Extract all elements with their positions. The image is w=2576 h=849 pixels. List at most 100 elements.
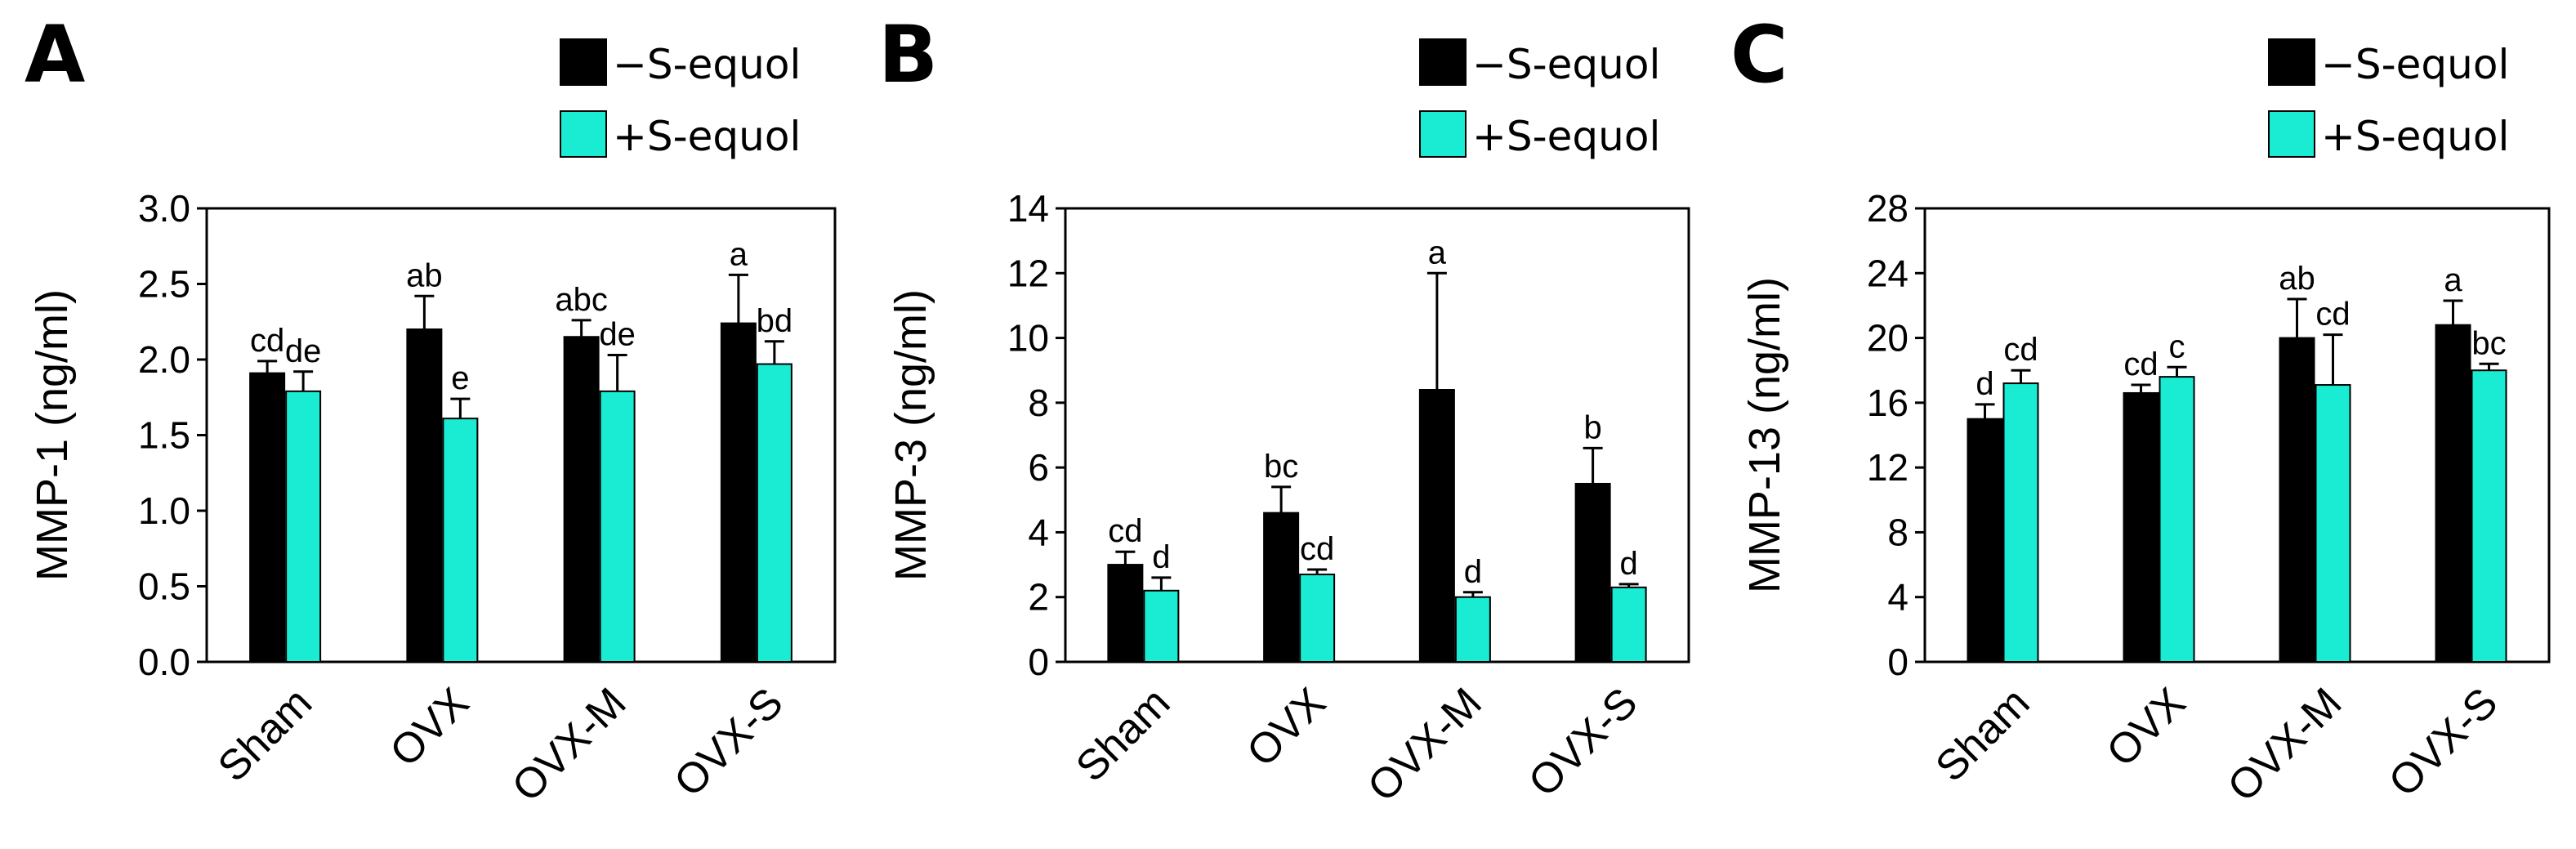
significance-label: d xyxy=(1976,366,1993,402)
significance-label: cd xyxy=(2123,346,2158,382)
y-tick-label: 10 xyxy=(1007,317,1049,360)
y-tick-label: 28 xyxy=(1867,187,1909,230)
x-category-label: Sham xyxy=(1926,679,2038,791)
panel-letter: A xyxy=(25,9,85,101)
plot-frame xyxy=(1923,207,2551,664)
plot-frame xyxy=(205,207,837,664)
legend-label-minus: −S-equol xyxy=(613,41,801,88)
y-axis-label: MMP-1 (ng/ml) xyxy=(28,289,77,581)
legend-swatch-plus xyxy=(2268,110,2315,158)
x-category-label: OVX-M xyxy=(2219,679,2351,811)
y-tick-label: 0.5 xyxy=(138,565,190,608)
y-tick-label: 4 xyxy=(1028,511,1049,553)
bar-plus-sequol xyxy=(285,390,322,663)
legend-swatch-minus xyxy=(560,38,607,86)
legend-swatch-minus xyxy=(2268,38,2315,86)
bar-minus-sequol xyxy=(2279,337,2315,663)
significance-label: ab xyxy=(406,257,443,293)
significance-label: cd xyxy=(1300,531,1334,567)
significance-label: d xyxy=(1464,554,1482,590)
plot-frame xyxy=(1064,207,1690,664)
bar-minus-sequol xyxy=(1107,564,1144,663)
y-tick-label: 2.0 xyxy=(138,338,190,381)
bar-plus-sequol xyxy=(2315,384,2351,663)
bar-group-sham: cd de xyxy=(249,323,322,663)
bar-minus-sequol xyxy=(1967,418,2003,664)
bar-minus-sequol xyxy=(1418,389,1455,663)
significance-label: c xyxy=(2169,328,2185,364)
legend: −S-equol +S-equol xyxy=(1419,38,1660,160)
bar-minus-sequol xyxy=(563,336,600,663)
bar-group-ovx-s: abc xyxy=(2435,262,2507,663)
legend-label-plus: +S-equol xyxy=(613,113,801,160)
bar-plus-sequol xyxy=(1454,596,1491,664)
y-tick-label: 0 xyxy=(1028,641,1049,683)
legend-label-minus: −S-equol xyxy=(1472,41,1660,88)
panel-letter: C xyxy=(1730,9,1788,101)
y-tick-label: 14 xyxy=(1007,187,1049,230)
bar-minus-sequol xyxy=(2435,324,2471,663)
x-category-label: Sham xyxy=(1067,679,1179,791)
bar-plus-sequol xyxy=(1299,573,1336,664)
y-tick-label: 8 xyxy=(1028,382,1049,424)
bar-plus-sequol xyxy=(2159,376,2195,663)
bar-group-ovx: bc cd xyxy=(1263,449,1336,664)
bar-plus-sequol xyxy=(1143,589,1180,663)
significance-label: ab xyxy=(2279,261,2315,297)
y-tick-label: 0.0 xyxy=(138,641,190,683)
x-category-label: OVX xyxy=(1238,679,1335,776)
panel-letter: B xyxy=(878,9,938,101)
x-category-label: Sham xyxy=(209,679,321,791)
significance-label: bc xyxy=(2471,325,2506,361)
legend-label-minus: −S-equol xyxy=(2321,41,2509,88)
y-axis-label: MMP-3 (ng/ml) xyxy=(886,289,935,581)
significance-label: cd xyxy=(1108,513,1142,549)
y-tick-label: 24 xyxy=(1867,252,1909,294)
legend-swatch-minus xyxy=(1419,38,1467,86)
legend: −S-equol +S-equol xyxy=(560,38,801,160)
y-tick-label: 12 xyxy=(1007,252,1049,294)
x-category-label: OVX xyxy=(382,679,479,776)
y-tick-label: 1.5 xyxy=(138,414,190,457)
panel-c: C −S-equol +S-equol MMP-13 (ng/ml) 0 4 8 12 16 20… xyxy=(1730,9,2551,811)
significance-label: de xyxy=(285,333,322,369)
legend-label-plus: +S-equol xyxy=(1472,113,1660,160)
significance-label: cd xyxy=(2003,332,2038,368)
bar-group-ovx-m: ad xyxy=(1418,235,1491,664)
x-category-label: OVX-S xyxy=(665,679,792,806)
legend-swatch-plus xyxy=(1419,110,1467,158)
bar-minus-sequol xyxy=(406,328,443,663)
significance-label: bd xyxy=(757,303,793,339)
y-tick-label: 2.5 xyxy=(138,263,190,306)
x-category-label: OVX-M xyxy=(1359,679,1491,811)
significance-label: de xyxy=(599,316,636,352)
bar-minus-sequol xyxy=(249,372,286,663)
significance-label: cd xyxy=(250,323,284,359)
significance-label: b xyxy=(1584,409,1602,445)
y-axis-label: MMP-13 (ng/ml) xyxy=(1740,277,1789,593)
x-category-label: OVX-S xyxy=(2380,679,2507,806)
y-tick-label: 3.0 xyxy=(138,187,190,230)
panel-b: B −S-equol +S-equol MMP-3 (ng/ml) 0 2 4 6 8 10 12 1… xyxy=(878,9,1690,811)
bar-plus-sequol xyxy=(2471,369,2507,663)
bar-group-ovx-s: abd xyxy=(720,236,793,663)
significance-label: a xyxy=(730,236,748,272)
bar-plus-sequol xyxy=(2002,382,2039,663)
bar-minus-sequol xyxy=(2123,391,2159,663)
y-tick-label: 0 xyxy=(1887,641,1909,683)
y-tick-label: 20 xyxy=(1867,317,1909,360)
y-tick-label: 16 xyxy=(1867,382,1909,424)
significance-label: cd xyxy=(2315,297,2350,333)
significance-label: bc xyxy=(1264,449,1298,485)
y-tick-label: 6 xyxy=(1028,446,1049,489)
bar-group-ovx: cd c xyxy=(2123,328,2195,663)
significance-label: d xyxy=(1152,539,1170,575)
bar-plus-sequol xyxy=(1610,586,1647,663)
significance-label: abc xyxy=(555,282,608,318)
y-tick-label: 1.0 xyxy=(138,489,190,532)
bar-minus-sequol xyxy=(720,322,757,663)
legend: −S-equol +S-equol xyxy=(2268,38,2509,160)
